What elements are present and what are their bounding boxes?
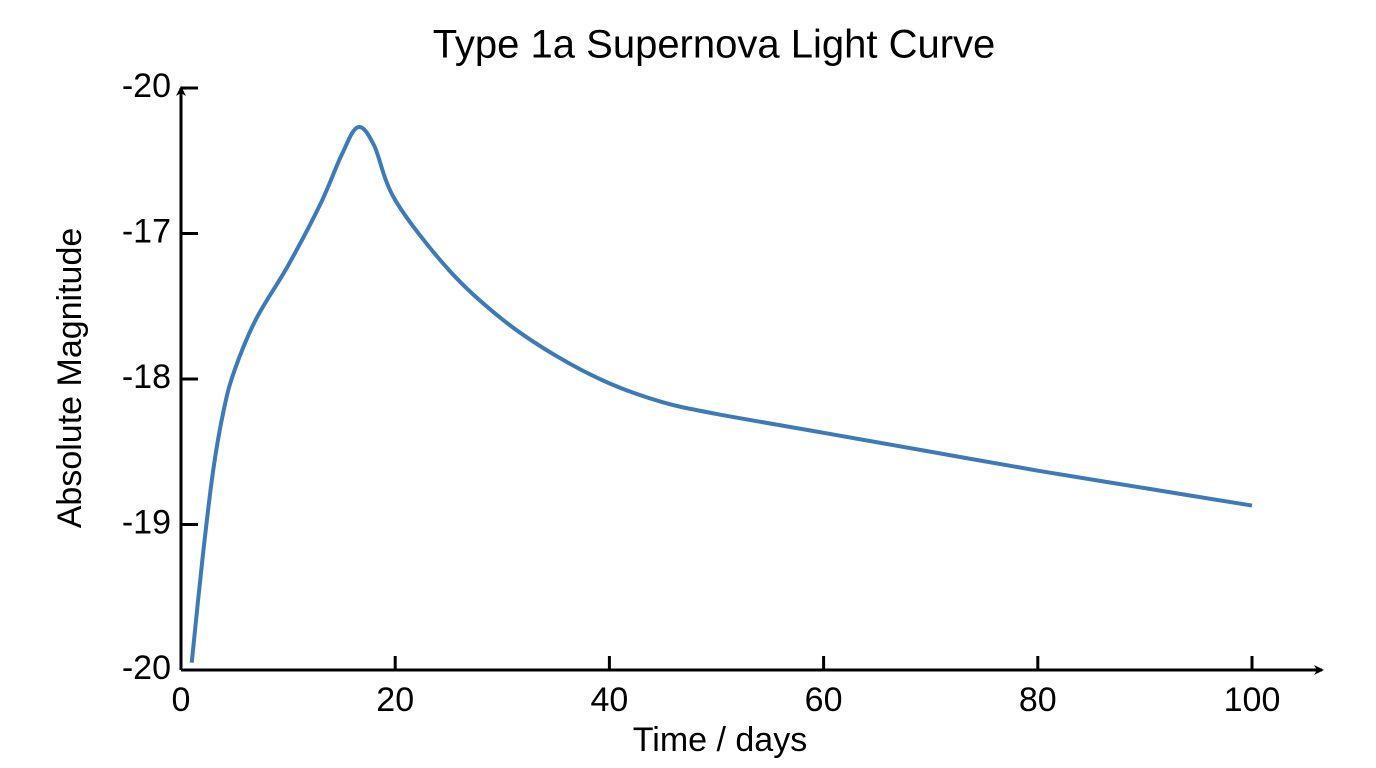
x-tick-label: 0 (172, 681, 191, 719)
x-tick-label: 100 (1224, 681, 1281, 719)
y-tick-label: -18 (122, 358, 171, 396)
y-tick-label: -20 (122, 67, 171, 105)
chart-title: Type 1a Supernova Light Curve (433, 23, 996, 67)
data-line (189, 125, 1253, 663)
y-axis-label: Absolute Magnitude (51, 228, 89, 529)
x-axis-label: Time / days (633, 721, 807, 759)
y-tick-label: -20 (122, 649, 171, 687)
x-tick-label: 60 (805, 681, 843, 719)
y-tick-label: -19 (122, 503, 171, 541)
x-tick-label: 40 (590, 681, 628, 719)
x-tick-label: 20 (376, 681, 414, 719)
y-tick-label: -17 (122, 212, 171, 250)
x-tick-label: 80 (1019, 681, 1057, 719)
